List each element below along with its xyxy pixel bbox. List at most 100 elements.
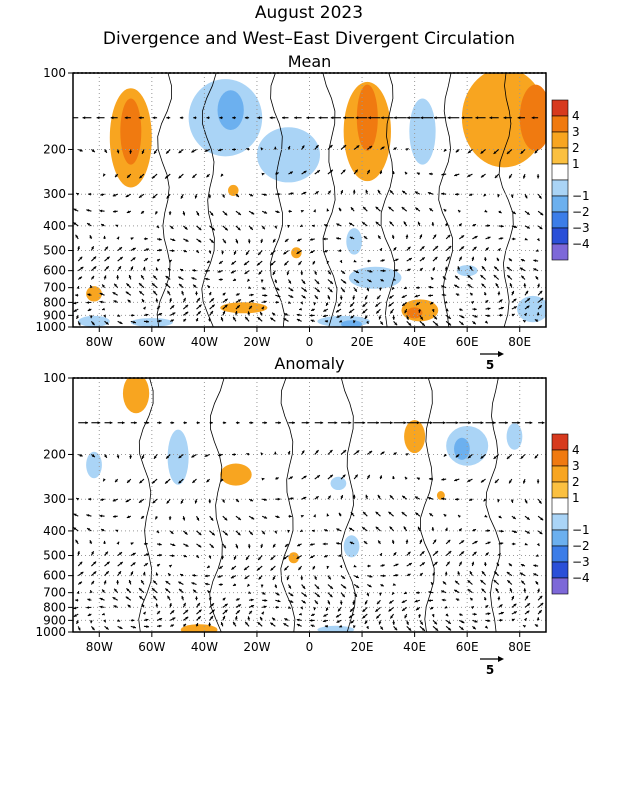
wind-vector-head: [364, 316, 368, 319]
wind-vector-head: [468, 455, 471, 459]
wind-vector-head: [407, 116, 410, 120]
wind-vector-head: [339, 259, 343, 263]
wind-vector-head: [353, 564, 357, 568]
wind-vector-head: [76, 498, 80, 501]
wind-vector-head: [302, 600, 306, 604]
wind-vector-head: [313, 514, 316, 518]
wind-vector-head: [388, 206, 392, 210]
wind-vector-head: [327, 296, 330, 300]
wind-vector-head: [401, 207, 405, 210]
wind-vector-head: [262, 226, 265, 230]
wind-vector-head: [354, 169, 358, 173]
plot-frame: [72, 377, 547, 633]
wind-vector-head: [250, 193, 253, 197]
wind-vector-head: [233, 583, 236, 586]
wind-vector-head: [461, 116, 465, 120]
y-tick-label: 200: [43, 447, 66, 461]
wind-vector-head: [145, 313, 149, 317]
wind-vector-head: [315, 601, 318, 604]
wind-vector-head: [276, 515, 280, 519]
wind-vector-head: [155, 267, 159, 271]
wind-vector-head: [207, 260, 210, 263]
wind-vector-head: [257, 567, 260, 571]
wind-vector-head: [430, 421, 433, 425]
wind-vector-head: [457, 266, 461, 270]
wind-vector-head: [432, 572, 435, 576]
x-tick-label: 0: [306, 640, 314, 654]
wind-vector-head: [354, 288, 357, 292]
wind-vector-head: [232, 453, 235, 456]
wind-vector-head: [289, 476, 293, 480]
wind-vector-head: [403, 286, 407, 290]
wind-vector-head: [509, 588, 513, 592]
wind-vector-head: [75, 234, 79, 238]
wind-vector-head: [288, 280, 291, 284]
wind-vector-head: [222, 615, 226, 619]
colorbar-swatch: [551, 243, 569, 261]
wind-vector-head: [224, 298, 228, 302]
wind-vector-head: [79, 453, 83, 457]
wind-vector-head: [338, 303, 341, 307]
wind-vector-head: [535, 554, 539, 557]
x-tick-label: 20W: [243, 335, 270, 349]
divergence-blob: [217, 90, 244, 130]
reference-vector-label: 5: [486, 358, 494, 372]
wind-vector-head: [208, 250, 212, 254]
wind-vector-head: [403, 421, 407, 425]
wind-vector-head: [330, 116, 334, 120]
wind-vector-head: [282, 116, 285, 120]
wind-vector-head: [69, 116, 72, 119]
wind-vector-head: [93, 571, 97, 575]
wind-vector-head: [181, 596, 185, 599]
wind-vector-head: [258, 576, 262, 580]
wind-vector-head: [517, 421, 521, 425]
wind-vector-head: [458, 528, 462, 532]
wind-vector-head: [183, 602, 186, 606]
wind-vector-head: [130, 237, 134, 241]
wind-vector-head: [250, 598, 254, 602]
wind-vector-head: [388, 608, 392, 612]
wind-vector-head: [99, 514, 103, 518]
wind-vector-head: [285, 544, 288, 547]
wind-vector-head: [171, 421, 175, 425]
wind-vector-head: [435, 627, 439, 631]
reference-vector-head: [498, 351, 504, 357]
wind-vector-head: [512, 542, 516, 546]
wind-vector-head: [483, 498, 487, 502]
wind-vector-head: [455, 421, 459, 425]
wind-vector-head: [244, 271, 248, 274]
wind-vector-head: [251, 300, 254, 303]
wind-vector-head: [318, 116, 322, 120]
wind-vector-head: [196, 249, 199, 253]
wind-vector-head: [210, 421, 213, 425]
streamfunction-contour: [340, 378, 356, 632]
wind-vector-head: [445, 527, 448, 531]
wind-vector-head: [538, 610, 542, 614]
wind-vector-head: [286, 577, 290, 581]
wind-vector-head: [312, 566, 316, 570]
wind-vector-head: [125, 291, 129, 295]
wind-vector-head: [128, 580, 132, 583]
wind-vector-head: [296, 313, 300, 317]
wind-vector-head: [342, 474, 346, 478]
wind-vector-head: [237, 517, 241, 520]
wind-vector-head: [435, 322, 439, 326]
wind-vector-head: [461, 551, 465, 555]
divergence-blob: [456, 265, 478, 277]
wind-vector-head: [276, 287, 280, 291]
wind-vector-head: [133, 320, 136, 324]
wind-vector-head: [493, 580, 497, 583]
wind-vector-head: [441, 590, 445, 593]
x-tick-label: 80W: [86, 335, 113, 349]
wind-vector-head: [526, 211, 530, 215]
reference-vector-head: [498, 656, 504, 662]
wind-vector-head: [248, 286, 251, 289]
wind-vector-head: [178, 150, 182, 154]
wind-vector-head: [326, 607, 329, 611]
wind-vector-head: [525, 290, 529, 294]
wind-vector-head: [382, 269, 386, 273]
wind-vector-head: [75, 598, 78, 602]
wind-vector-head: [324, 249, 328, 253]
wind-vector-head: [130, 542, 134, 546]
wind-vector-head: [306, 421, 309, 425]
